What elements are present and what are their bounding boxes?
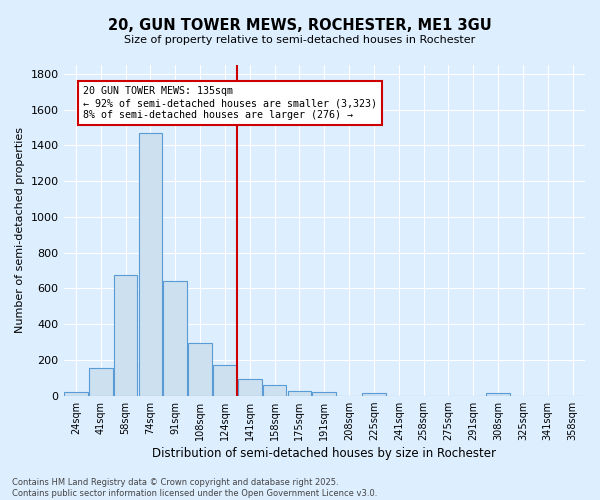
Bar	[139, 133, 162, 396]
Bar	[89, 368, 113, 396]
Text: Size of property relative to semi-detached houses in Rochester: Size of property relative to semi-detach…	[124, 35, 476, 45]
Bar	[486, 393, 510, 396]
Text: Contains HM Land Registry data © Crown copyright and database right 2025.
Contai: Contains HM Land Registry data © Crown c…	[12, 478, 377, 498]
Bar	[287, 391, 311, 396]
Bar	[263, 385, 286, 396]
Y-axis label: Number of semi-detached properties: Number of semi-detached properties	[15, 128, 25, 334]
Text: 20, GUN TOWER MEWS, ROCHESTER, ME1 3GU: 20, GUN TOWER MEWS, ROCHESTER, ME1 3GU	[108, 18, 492, 32]
Bar	[64, 392, 88, 396]
Bar	[313, 392, 336, 396]
Bar	[362, 393, 386, 396]
Bar	[114, 275, 137, 396]
Bar	[238, 378, 262, 396]
Bar	[163, 282, 187, 396]
X-axis label: Distribution of semi-detached houses by size in Rochester: Distribution of semi-detached houses by …	[152, 447, 496, 460]
Bar	[188, 343, 212, 396]
Text: 20 GUN TOWER MEWS: 135sqm
← 92% of semi-detached houses are smaller (3,323)
8% o: 20 GUN TOWER MEWS: 135sqm ← 92% of semi-…	[83, 86, 377, 120]
Bar	[213, 366, 237, 396]
